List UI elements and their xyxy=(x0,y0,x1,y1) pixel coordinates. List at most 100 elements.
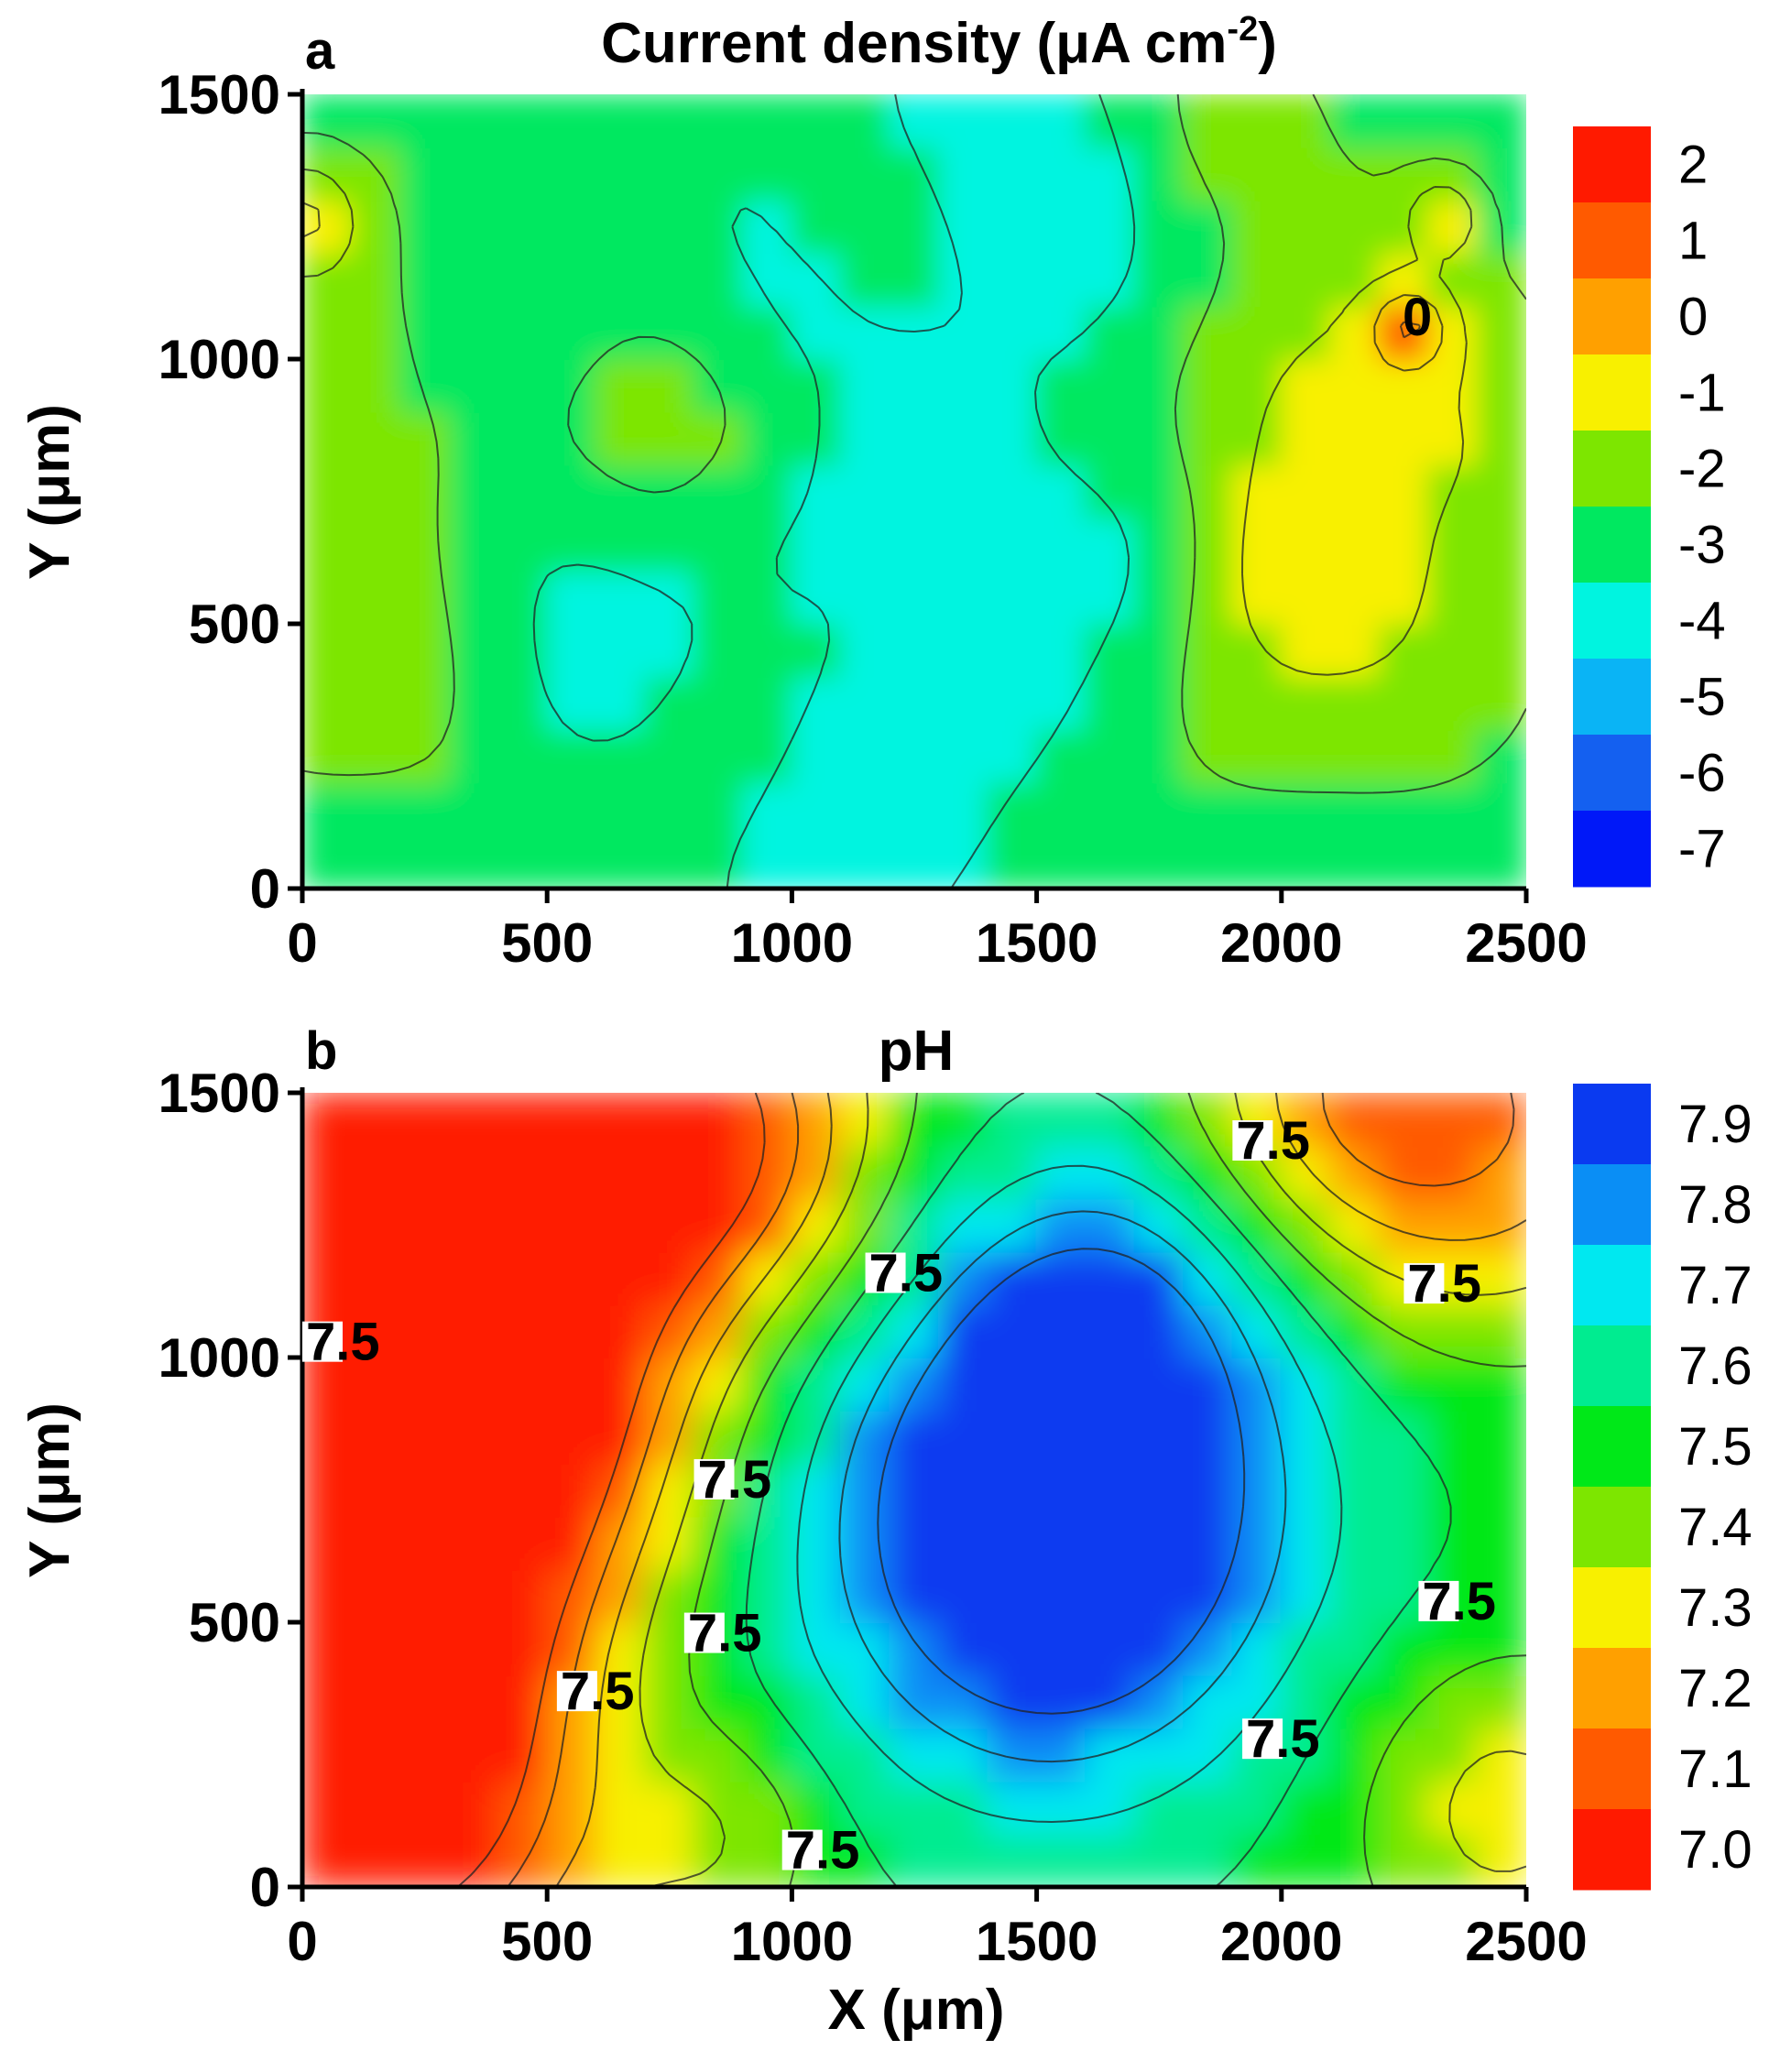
panel-a-heat-cell xyxy=(546,781,597,837)
panel-a-heat-cell xyxy=(497,463,549,519)
panel-b-heat-cell xyxy=(741,1515,793,1571)
panel-a-heat-cell xyxy=(1378,146,1430,202)
panel-a-heat-cell xyxy=(350,358,401,413)
panel-a-heat-cell xyxy=(1476,463,1526,519)
panel-b-contour-label: 7.5 xyxy=(1418,1572,1496,1631)
panel-b-heat-cell xyxy=(350,1833,401,1887)
panel-b-contour-line xyxy=(688,1093,1526,1887)
panel-b-heat-cell xyxy=(302,1621,353,1676)
panel-a-heat-cell xyxy=(399,675,451,731)
panel-a-heat-cell xyxy=(839,252,891,308)
panel-b-heat-cell xyxy=(497,1515,549,1571)
panel-a-heat-cell xyxy=(791,305,842,360)
panel-b-colorbar-segment xyxy=(1573,1487,1651,1568)
panel-a-heat-cell xyxy=(1378,517,1430,573)
panel-b-heat-cell xyxy=(937,1568,989,1623)
panel-b-heat-cell xyxy=(1427,1144,1479,1200)
panel-a-ylabel: Y (μm) xyxy=(18,404,82,580)
panel-b-heat-cell xyxy=(1231,1833,1283,1887)
panel-a-title: Current density (μA cm-2) xyxy=(601,10,1277,75)
panel-a-heat-cell xyxy=(1280,781,1332,837)
panel-b-x-tick-label: 500 xyxy=(501,1911,593,1972)
panel-b-heat-cell xyxy=(1378,1357,1430,1412)
panel-a-heat-cell xyxy=(644,728,695,784)
panel-b-contour-label-bg xyxy=(693,1458,735,1499)
panel-b-heat-cell xyxy=(1085,1621,1136,1676)
panel-a-heat-cell xyxy=(889,517,940,573)
panel-a-heat-cell xyxy=(595,517,647,573)
panel-a-heat-cell xyxy=(1280,358,1332,413)
panel-a-heat-cell xyxy=(350,252,401,308)
panel-b-heat-cell xyxy=(644,1780,695,1836)
panel-a-heat-cell xyxy=(644,675,695,731)
panel-b-heat-cell xyxy=(1231,1780,1283,1836)
panel-b-heat-cell xyxy=(1329,1303,1381,1358)
panel-a-heat-cell xyxy=(399,728,451,784)
panel-b-heat-cell xyxy=(937,1833,989,1887)
panel-b-x-tick-label: 1000 xyxy=(731,1911,853,1972)
panel-b-heat-cell xyxy=(1329,1144,1381,1200)
panel-a-heat-cell xyxy=(1133,146,1185,202)
panel-b-heat-cell xyxy=(644,1409,695,1465)
panel-b-heat-cell xyxy=(1378,1303,1430,1358)
panel-b-colorbar-label: 7.4 xyxy=(1678,1498,1753,1557)
panel-a-heat-cell xyxy=(595,834,647,889)
panel-a-heat-cell xyxy=(1085,623,1136,678)
panel-b-heat-cell xyxy=(889,1197,940,1253)
panel-b-heat-cell xyxy=(1182,1674,1234,1729)
panel-a-heat-cell xyxy=(1182,252,1234,308)
panel-b-y-tick-label: 1000 xyxy=(158,1327,280,1389)
panel-b-heat-cell xyxy=(399,1568,451,1623)
panel-a-heat-cell xyxy=(791,728,842,784)
panel-b-heat-cell xyxy=(693,1515,744,1571)
panel-b-colorbar-segment xyxy=(1573,1406,1651,1488)
panel-b-heat-cell xyxy=(448,1250,499,1306)
panel-a-title-end: ) xyxy=(1258,12,1277,75)
panel-b-heat-cell xyxy=(1329,1250,1381,1306)
panel-b-heat-cell xyxy=(448,1197,499,1253)
panel-a-heat-cell xyxy=(1231,834,1283,889)
panel-b-heat-cell xyxy=(1133,1621,1185,1676)
panel-a-heat-cell xyxy=(1182,517,1234,573)
panel-a-heat-cell xyxy=(1378,675,1430,731)
panel-b-heat-cell xyxy=(1085,1303,1136,1358)
panel-b-heat-cell xyxy=(302,1780,353,1836)
panel-b-heat-cell xyxy=(302,1515,353,1571)
panel-a-heat-cell xyxy=(448,305,499,360)
panel-b-heat-cell xyxy=(1085,1462,1136,1518)
panel-a-heat-cell xyxy=(399,463,451,519)
panel-a-heat-cell xyxy=(741,199,793,255)
panel-a-heat-cell xyxy=(937,781,989,837)
panel-b-colorbar-segment xyxy=(1573,1164,1651,1246)
panel-b-heat-cell xyxy=(1133,1093,1185,1147)
panel-b-heat-cell xyxy=(889,1409,940,1465)
panel-a-heat-cell xyxy=(1329,146,1381,202)
panel-a-heat-cell xyxy=(1231,410,1283,466)
panel-b-heat-cell xyxy=(1133,1144,1185,1200)
panel-a-heat-cell xyxy=(1035,570,1087,625)
panel-a-heat-cell xyxy=(987,94,1038,148)
panel-a-heat-cell xyxy=(839,463,891,519)
panel-a-colorbar: 2 1 0 -1 -2 -3 -4 -5 -6 -7 xyxy=(1573,126,1726,888)
panel-b-heat-cell xyxy=(448,1144,499,1200)
panel-b-heat-cell xyxy=(889,1357,940,1412)
panel-b-heat-cell xyxy=(448,1727,499,1783)
panel-b-heat-cell xyxy=(644,1833,695,1887)
panel-b-heat-cell xyxy=(889,1462,940,1518)
panel-a-heat-cell xyxy=(889,834,940,889)
panel-a-colorbar-label: 1 xyxy=(1678,212,1708,271)
panel-b-heat-cell xyxy=(399,1093,451,1147)
panel-b-heat-cell xyxy=(497,1727,549,1783)
panel-b-heat-cell xyxy=(693,1727,744,1783)
panel-b-colorbar-label: 7.5 xyxy=(1678,1417,1753,1477)
panel-a-heat-cell xyxy=(741,623,793,678)
panel-a-heat-cell xyxy=(1085,358,1136,413)
panel-a-heat-cell xyxy=(1085,834,1136,889)
panel-b-heat-cell xyxy=(791,1250,842,1306)
panel-b-contour-label-text: 7.5 xyxy=(688,1604,762,1663)
panel-a-heat-cell xyxy=(546,199,597,255)
panel-a-heat-cell xyxy=(1476,570,1526,625)
panel-b-heat-cell xyxy=(693,1144,744,1200)
panel-a-heat-cell xyxy=(1329,623,1381,678)
panel-a-colorbar-segment xyxy=(1573,659,1651,736)
